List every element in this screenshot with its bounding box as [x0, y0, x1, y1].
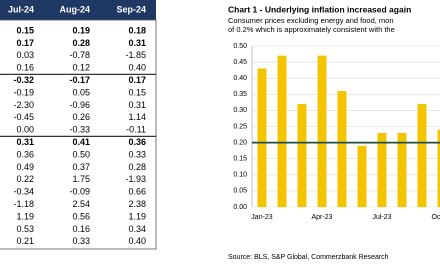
table-cell: 0.00 — [16, 125, 34, 135]
table-cell: 2.38 — [128, 199, 146, 209]
table-cell: -0.78 — [69, 50, 90, 60]
table-cell: 0.66 — [128, 187, 146, 197]
table-header-bg — [0, 0, 156, 20]
table-cell: -1.85 — [125, 50, 146, 60]
table-cell: 0.33 — [72, 236, 90, 246]
table-cell: 0.15 — [128, 87, 146, 97]
table-cell: -0.17 — [69, 75, 90, 85]
table-cell: 0.40 — [128, 236, 146, 246]
table-cell: 0.26 — [72, 112, 90, 122]
bar — [357, 145, 367, 207]
table-header-cell: Aug-24 — [59, 4, 90, 14]
y-tick-label: 0.00 — [233, 204, 247, 211]
table-cell: 0.41 — [72, 137, 90, 147]
table-cell: 1.75 — [72, 174, 90, 184]
table-cell: 0.17 — [128, 75, 146, 85]
table-cell: 0.37 — [72, 162, 90, 172]
table-cell: 0.50 — [72, 149, 90, 159]
table-cell: 0.56 — [72, 211, 90, 221]
table-cell: -0.32 — [13, 75, 34, 85]
table-cell: -2.30 — [13, 100, 34, 110]
table-cell: 0.33 — [128, 149, 146, 159]
table-cell: -0.45 — [13, 112, 34, 122]
bar — [377, 132, 387, 207]
table-cell: 0.28 — [128, 162, 146, 172]
table-cell: 0.49 — [16, 162, 34, 172]
bar — [277, 55, 287, 207]
y-tick-label: 0.15 — [233, 156, 247, 163]
table-cell: 0.05 — [72, 87, 90, 97]
table-cell: 0.12 — [72, 63, 90, 73]
chart-subtitle: of 0.2% which is approximately consisten… — [228, 25, 395, 34]
x-tick-label: Jan-23 — [251, 214, 273, 221]
chart-subtitle: Consumer prices excluding energy and foo… — [228, 16, 394, 25]
bar — [337, 91, 347, 207]
table-cell: 0.18 — [128, 25, 146, 35]
bar — [317, 55, 327, 207]
bar — [397, 132, 407, 207]
x-tick-label: Jul-23 — [372, 214, 391, 221]
table-header-cell: Sep-24 — [116, 4, 146, 14]
table-cell: 0.40 — [128, 63, 146, 73]
table-cell: 1.14 — [128, 112, 146, 122]
table-cell: 1.19 — [128, 211, 146, 221]
table-cell: 0.31 — [16, 137, 34, 147]
bar — [297, 103, 307, 207]
table-cell: 0.03 — [16, 50, 34, 60]
source: Source: BLS, S&P Global, Commerzbank Res… — [228, 254, 389, 261]
table-cell: -0.11 — [126, 125, 146, 135]
table-cell: 0.31 — [128, 100, 146, 110]
bar — [257, 68, 267, 207]
y-tick-label: 0.45 — [233, 59, 247, 66]
table-cell: 0.53 — [16, 224, 34, 234]
table-cell: 0.31 — [128, 38, 146, 48]
table-cell: -1.18 — [13, 199, 34, 209]
table-cell: 0.17 — [16, 38, 34, 48]
table-cell: -0.34 — [13, 187, 34, 197]
y-tick-label: 0.30 — [233, 107, 247, 114]
table-cell: -0.09 — [69, 187, 90, 197]
table-cell: -0.33 — [69, 125, 90, 135]
table-cell: 1.19 — [16, 211, 34, 221]
table-border — [0, 19, 157, 250]
table-cell: 0.15 — [16, 25, 34, 35]
y-tick-label: 0.10 — [233, 172, 247, 179]
x-tick-label: Oct-23 — [431, 214, 440, 221]
table-cell: 2.54 — [72, 199, 90, 209]
table-cell: 0.28 — [72, 38, 90, 48]
table-cell: 0.21 — [16, 236, 34, 246]
x-tick-label: Apr-23 — [311, 214, 332, 221]
y-tick-label: 0.20 — [233, 139, 247, 146]
chart-title: Chart 1 - Underlying inflation increased… — [228, 4, 411, 14]
table-cell: 0.36 — [128, 137, 146, 147]
table-cell: 0.22 — [16, 174, 34, 184]
y-tick-label: 0.25 — [233, 123, 247, 130]
table-cell: -0.96 — [69, 100, 90, 110]
table-cell: 0.34 — [128, 224, 146, 234]
table-cell: 0.19 — [72, 25, 90, 35]
bar — [437, 129, 440, 207]
table-cell: 0.36 — [16, 149, 34, 159]
y-tick-label: 0.05 — [233, 188, 247, 195]
table-header-cell: Jul-24 — [8, 4, 34, 14]
bar — [417, 103, 427, 207]
y-tick-label: 0.35 — [233, 91, 247, 98]
table-cell: -1.93 — [125, 174, 146, 184]
y-tick-label: 0.40 — [233, 75, 247, 82]
table-cell: 0.16 — [16, 63, 34, 73]
y-tick-label: 0.50 — [233, 43, 247, 50]
table-cell: -0.19 — [13, 87, 34, 97]
table-cell: 0.16 — [72, 224, 90, 234]
